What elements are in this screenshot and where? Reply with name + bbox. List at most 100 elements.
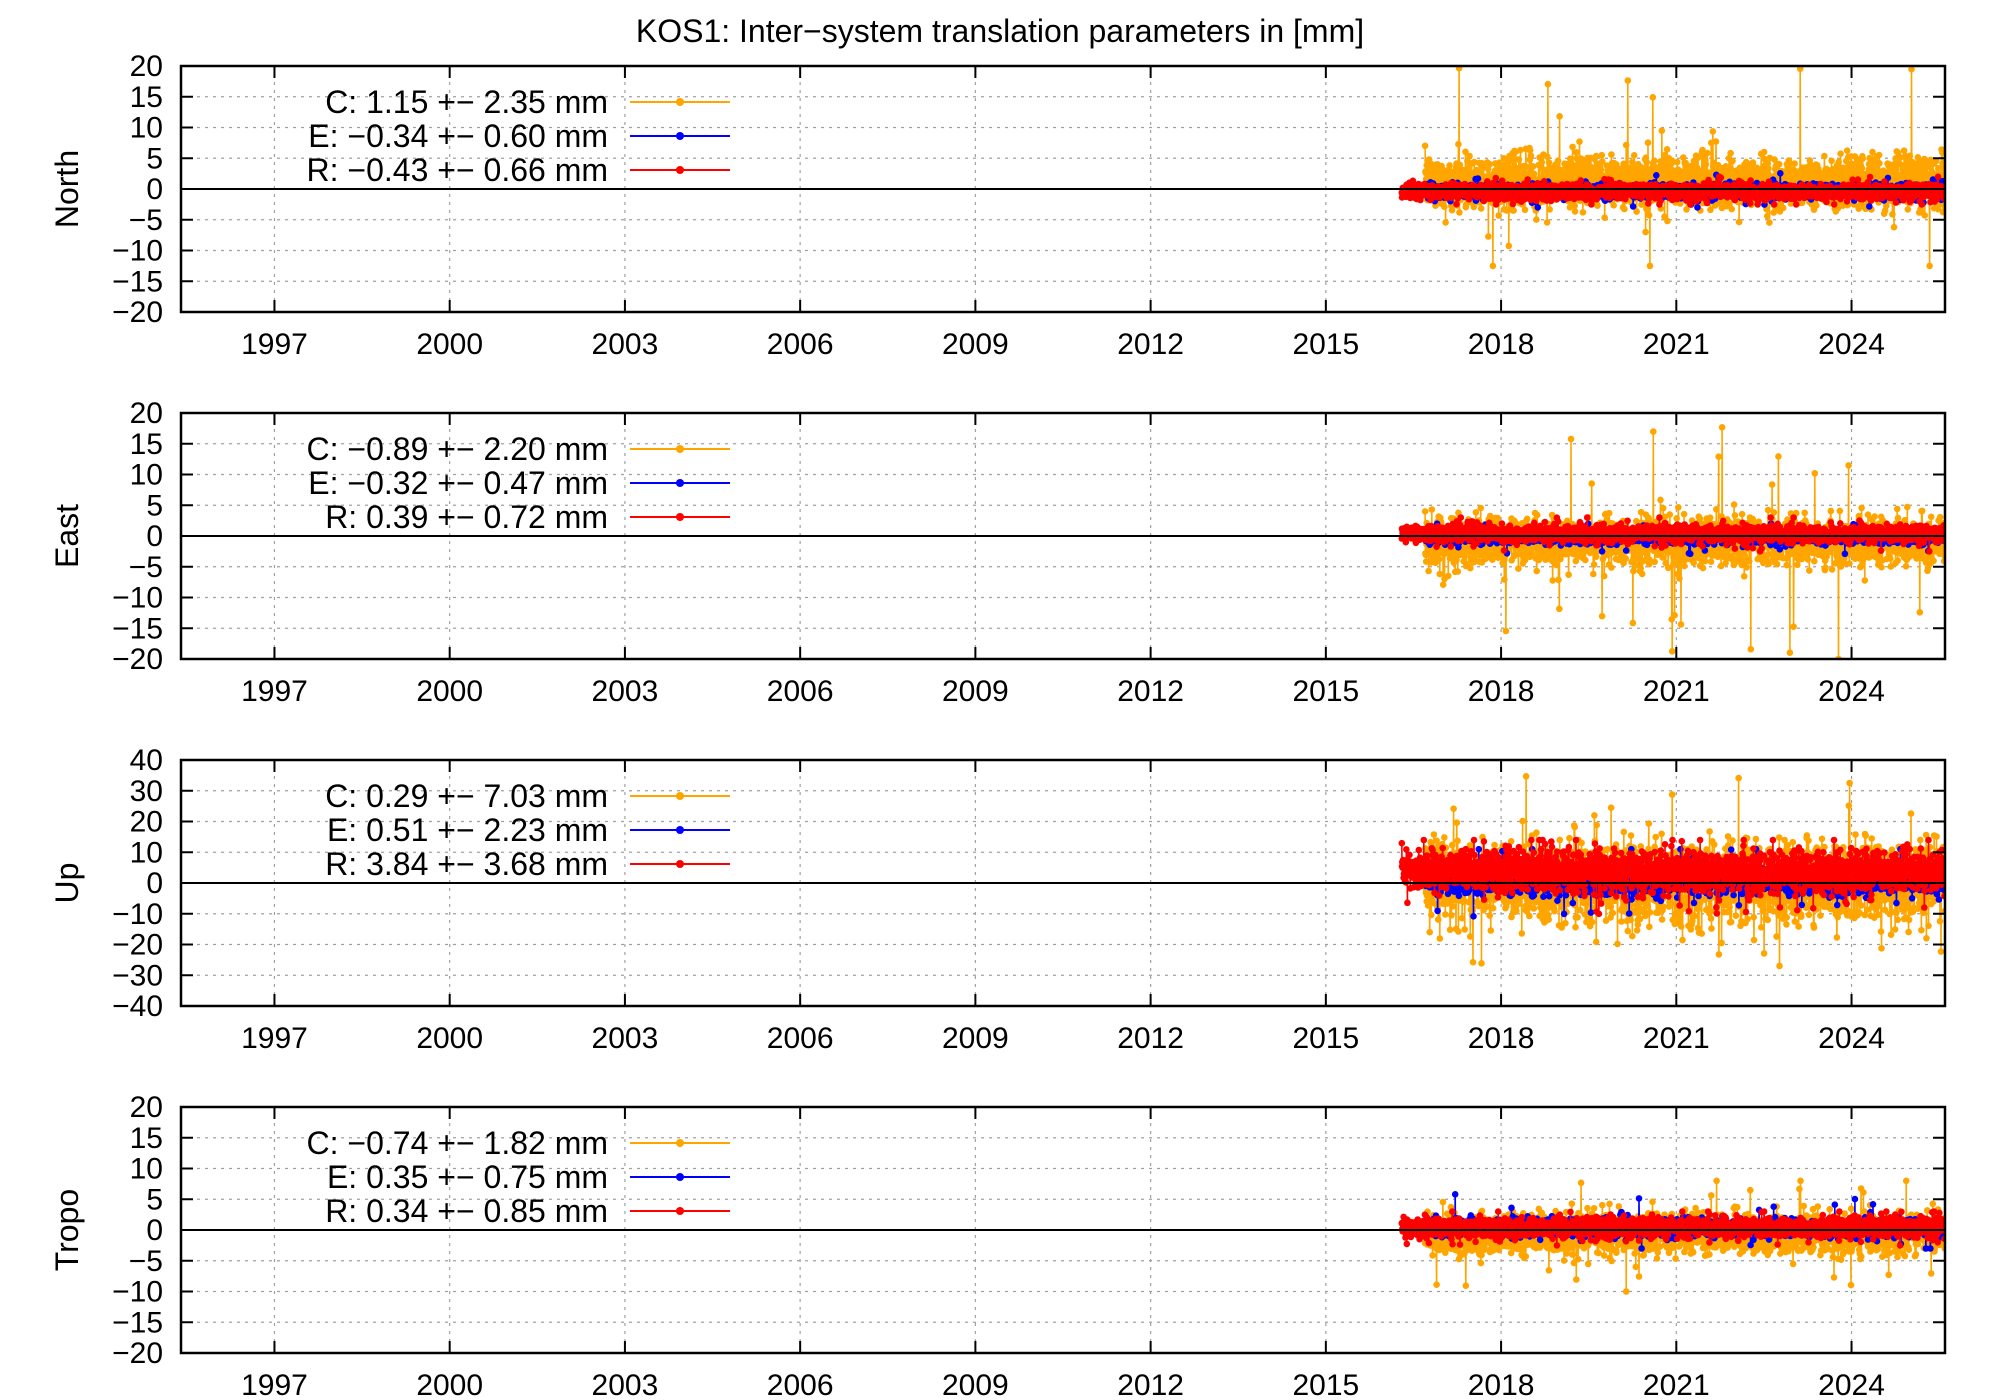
data-point-C bbox=[1527, 152, 1535, 159]
data-point-C bbox=[1764, 160, 1772, 167]
data-point-C bbox=[1875, 151, 1883, 159]
data-point-R bbox=[1577, 177, 1585, 184]
data-point-C bbox=[1906, 152, 1914, 160]
data-point-C bbox=[1704, 149, 1711, 157]
data-point-C bbox=[1835, 158, 1842, 166]
data-point-C bbox=[1923, 163, 1931, 171]
data-point-C bbox=[1889, 211, 1896, 218]
data-point-C bbox=[1939, 149, 1945, 156]
data-point-C bbox=[1530, 170, 1538, 178]
data-point-C bbox=[1489, 262, 1497, 270]
data-point-C bbox=[1442, 219, 1449, 226]
data-point-C bbox=[1899, 166, 1906, 173]
data-point-C bbox=[1621, 205, 1628, 213]
data-point-C bbox=[1645, 211, 1653, 219]
data-point-C bbox=[1837, 150, 1844, 157]
chart-title: KOS1: Inter−system translation parameter… bbox=[636, 13, 1364, 49]
data-point-C bbox=[1598, 151, 1606, 159]
data-point-C bbox=[1455, 66, 1463, 72]
data-point-C bbox=[1883, 202, 1890, 210]
data-point-C bbox=[1470, 203, 1478, 211]
data-point-C bbox=[1594, 202, 1601, 209]
data-point-C bbox=[1624, 77, 1632, 84]
data-point-C bbox=[1796, 66, 1804, 73]
data-point-C bbox=[1477, 205, 1485, 212]
data-point-C bbox=[1728, 205, 1735, 213]
data-point-C bbox=[1764, 212, 1771, 220]
data-point-C bbox=[1664, 217, 1671, 225]
data-point-C bbox=[1630, 152, 1638, 159]
data-point-C bbox=[1446, 162, 1453, 169]
data-point-C bbox=[1456, 209, 1463, 216]
data-point-E bbox=[1694, 204, 1701, 211]
data-point-C bbox=[1897, 161, 1904, 168]
data-point-C bbox=[1663, 146, 1671, 153]
data-point-C bbox=[1546, 206, 1553, 213]
data-point-E bbox=[1534, 204, 1542, 211]
data-point-C bbox=[1904, 206, 1912, 213]
data-point-C bbox=[1620, 160, 1627, 168]
data-point-R bbox=[1492, 174, 1500, 182]
data-point-C bbox=[1680, 154, 1687, 161]
data-point-C bbox=[1658, 127, 1666, 134]
data-point-C bbox=[1506, 173, 1514, 181]
data-point-C bbox=[1466, 152, 1473, 160]
data-point-C bbox=[1515, 156, 1523, 163]
data-point-C bbox=[1462, 148, 1469, 156]
data-point-C bbox=[1766, 219, 1773, 226]
data-point-C bbox=[1900, 147, 1908, 154]
data-point-C bbox=[1556, 113, 1563, 120]
data-point-C bbox=[1573, 149, 1580, 156]
data-point-C bbox=[1510, 155, 1517, 162]
data-point-C bbox=[1858, 164, 1866, 172]
data-point-C bbox=[1939, 208, 1945, 216]
data-point-C bbox=[1692, 159, 1699, 166]
data-point-C bbox=[1538, 159, 1546, 166]
data-point-R bbox=[1547, 197, 1555, 205]
data-point-C bbox=[1921, 212, 1929, 219]
data-point-C bbox=[1869, 148, 1876, 156]
data-point-C bbox=[1579, 209, 1587, 216]
data-point-C bbox=[1563, 171, 1571, 179]
data-point-C bbox=[1554, 157, 1562, 164]
data-point-C bbox=[1935, 164, 1942, 172]
data-point-C bbox=[1657, 158, 1664, 165]
data-point-C bbox=[1601, 214, 1608, 221]
data-point-C bbox=[1597, 166, 1605, 173]
data-point-C bbox=[1876, 160, 1883, 167]
data-point-C bbox=[1707, 206, 1714, 214]
data-point-C bbox=[1608, 151, 1615, 158]
data-point-C bbox=[1640, 175, 1648, 183]
data-point-C bbox=[1592, 152, 1600, 160]
data-point-C bbox=[1725, 200, 1733, 207]
data-point-C bbox=[1521, 206, 1529, 214]
data-point-C bbox=[1510, 207, 1517, 214]
data-point-C bbox=[1599, 158, 1606, 165]
data-point-C bbox=[1932, 157, 1940, 165]
data-point-C bbox=[1543, 219, 1551, 226]
data-point-C bbox=[1712, 138, 1720, 145]
data-point-C bbox=[1485, 233, 1492, 240]
data-point-E bbox=[1629, 203, 1637, 210]
data-point-C bbox=[1702, 161, 1710, 168]
data-point-C bbox=[1644, 139, 1652, 146]
data-point-C bbox=[1495, 212, 1502, 219]
data-point-C bbox=[1569, 143, 1576, 151]
data-point-C bbox=[1729, 157, 1736, 165]
data-point-C bbox=[1544, 80, 1552, 88]
data-point-E bbox=[1653, 172, 1660, 179]
data-point-C bbox=[1517, 146, 1524, 154]
data-point-C bbox=[1421, 142, 1429, 150]
data-point-C bbox=[1771, 156, 1778, 163]
data-point-C bbox=[1610, 202, 1617, 209]
data-point-C bbox=[1651, 157, 1658, 165]
data-point-C bbox=[1683, 206, 1690, 213]
data-point-E bbox=[1866, 203, 1873, 210]
data-point-C bbox=[1646, 262, 1654, 270]
data-point-C bbox=[1503, 207, 1510, 214]
data-point-C bbox=[1727, 149, 1734, 157]
